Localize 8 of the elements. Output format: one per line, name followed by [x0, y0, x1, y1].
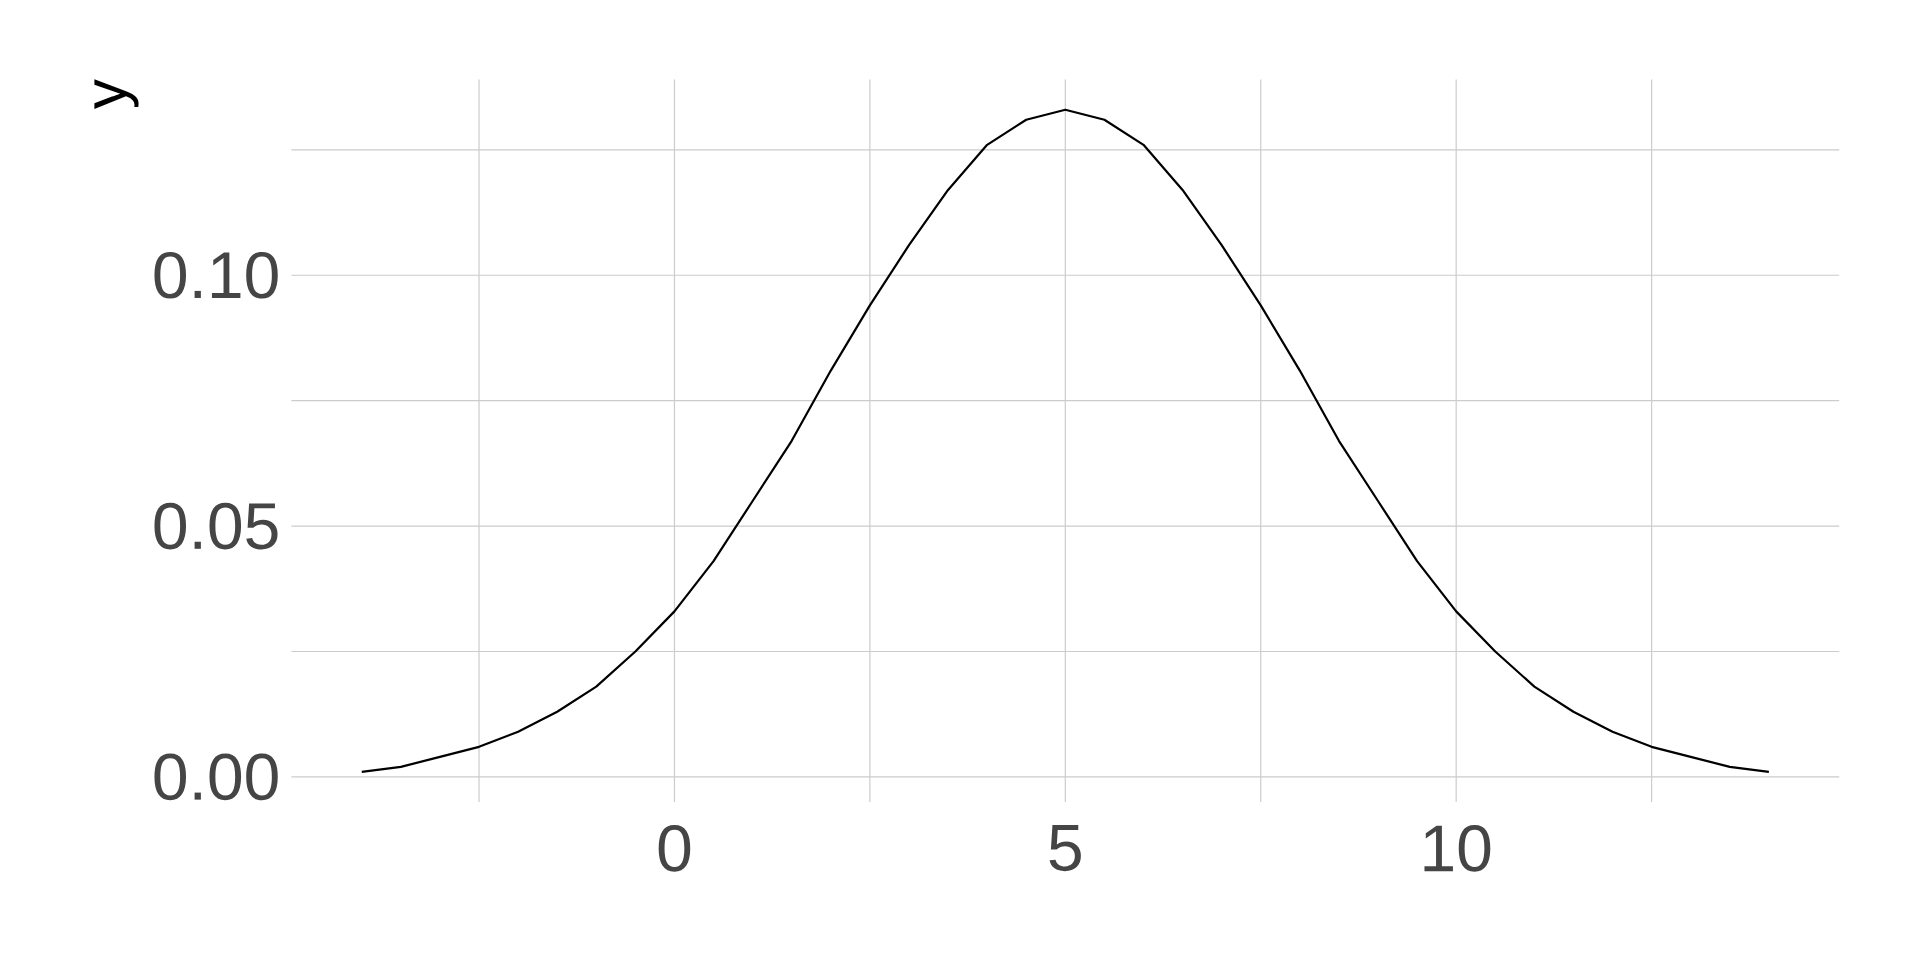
y-tick-label: 0.00	[154, 753, 278, 801]
y-tick-label: 0.05	[154, 502, 278, 550]
y-axis-title: y	[94, 79, 139, 109]
line-series	[360, 108, 1770, 773]
x-tick-label: 0	[658, 825, 691, 872]
x-tick-label: 5	[1049, 825, 1081, 872]
y-tick-label: 0.10	[154, 251, 278, 299]
x-tick-label: 10	[1424, 825, 1491, 872]
